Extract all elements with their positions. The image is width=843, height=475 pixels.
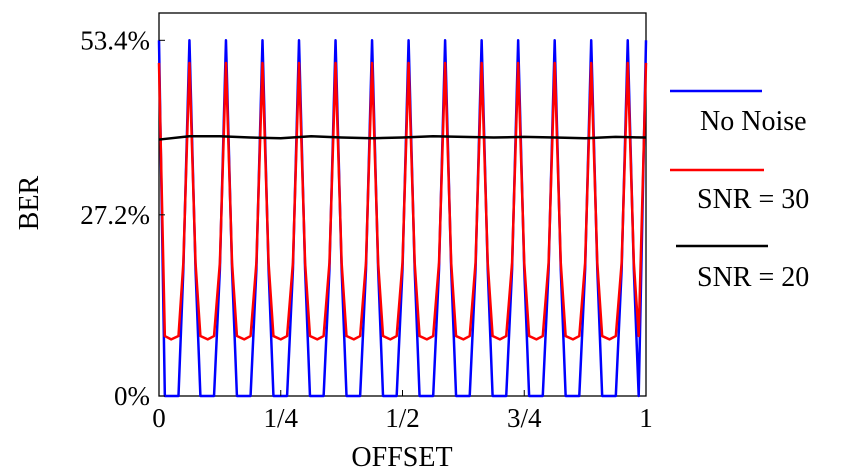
x-tick-label-1: 1/4 [263,403,298,433]
series-line-2 [158,134,647,141]
y-tick-label-2: 53.4% [80,25,150,55]
legend-item-snr-30: SNR = 30 [670,168,809,215]
series-line-1 [157,61,648,341]
x-tick-label-0: 0 [152,403,166,433]
x-tick-label-2: 1/2 [385,403,420,433]
y-axis-label: BER [14,175,45,230]
x-axis-label: OFFSET [351,442,452,473]
x-tick-label-4: 1 [639,403,653,433]
legend-label-snr-20: SNR = 20 [697,262,809,293]
legend-label-snr-30: SNR = 30 [697,184,809,215]
legend-label-no-noise: No Noise [700,106,807,137]
legend-item-snr-20: SNR = 20 [676,244,809,293]
x-tick-label-3: 3/4 [507,403,542,433]
legend-item-no-noise: No Noise [670,89,807,137]
y-tick-label-1: 27.2% [80,200,150,230]
series-layer [157,39,648,398]
y-tick-label-0: 0% [114,381,150,411]
tick-layer: 0 1/4 1/2 3/4 1 0% 27.2% 53.4% [80,25,653,433]
legend: No Noise SNR = 30 SNR = 20 [670,89,809,293]
